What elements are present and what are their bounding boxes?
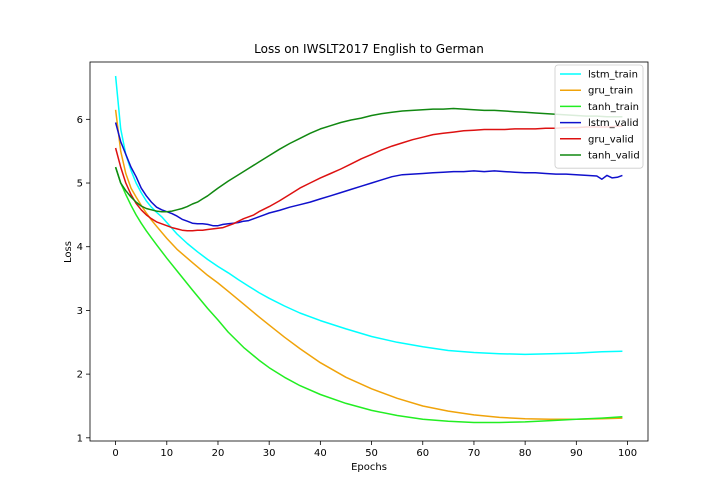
y-tick-label: 5 [77,179,83,190]
x-tick-label: 90 [570,448,583,459]
y-tick-label: 1 [77,433,83,444]
legend-label-gru-valid: gru_valid [588,134,634,145]
series-line-gru-valid [114,125,623,232]
x-tick-label: 40 [314,448,327,459]
x-tick-label: 10 [160,448,173,459]
x-axis-label: Epochs [351,462,387,473]
series-line-lstm-valid [114,122,623,227]
series-group [114,75,623,424]
x-tick-label: 20 [212,448,225,459]
axes-frame [89,61,649,442]
x-tick-label: 80 [519,448,532,459]
legend: lstm_train gru_train tanh_train lstm_validg… [554,64,644,169]
series-line-tanh-train [114,166,623,424]
legend-label-tanh-valid: tanh_valid [588,151,640,162]
chart-title: Loss on IWSLT2017 English to German [254,42,484,56]
y-tick-label: 6 [77,115,83,126]
x-tick-label: 30 [263,448,276,459]
x-tick-label: 70 [468,448,481,459]
legend-label-lstm-train: lstm_train [588,70,638,81]
x-tick-label: 0 [112,448,118,459]
legend-label-tanh-train: tanh_train [588,102,639,113]
y-tick-label: 3 [77,306,83,317]
x-tick-label: 60 [416,448,429,459]
y-tick-label: 2 [77,370,83,381]
legend-label-lstm-valid: lstm_valid [588,118,639,129]
series-line-gru-train [114,109,623,421]
x-tick-label: 50 [365,448,378,459]
series-line-lstm-train [114,75,623,356]
y-tick-label: 4 [77,242,83,253]
x-tick-label: 100 [618,448,637,459]
series-line-tanh-valid [114,107,623,213]
y-axis-label: Loss [63,241,74,263]
plot-area: 0 10 20 30 40 50 60 70 80 90 100 1 2 3 4 5 6 [77,61,649,459]
legend-label-gru-train: gru_train [588,86,633,97]
